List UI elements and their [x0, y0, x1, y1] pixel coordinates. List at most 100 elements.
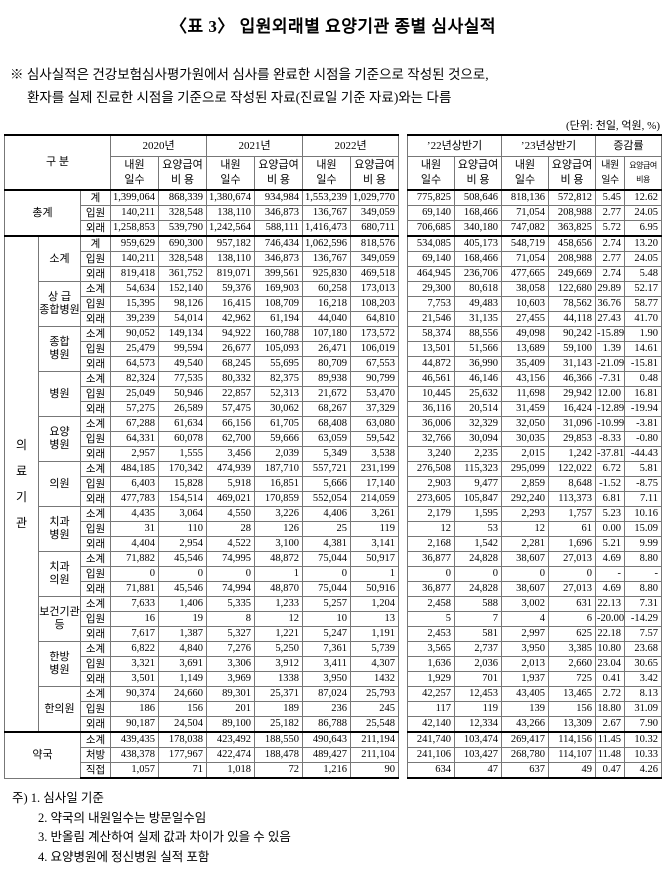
data-cell: 5.21 [595, 536, 625, 552]
data-cell: 1,595 [454, 506, 502, 522]
table-row: 입원 16 19 8 12 10 13 5 7 4 6 -20.00 -14.29 [5, 611, 662, 627]
data-cell: 1,406 [158, 596, 207, 612]
data-cell: 186 [110, 701, 159, 717]
data-cell: 54,014 [158, 311, 207, 327]
data-cell: 1,191 [350, 626, 399, 642]
data-cell: -8.33 [595, 431, 625, 447]
data-cell: 27,455 [501, 311, 549, 327]
data-cell: 1,555 [158, 446, 207, 462]
data-cell: 188,550 [254, 731, 303, 748]
data-cell: 1,416,473 [302, 220, 351, 237]
data-cell: 295,099 [501, 461, 549, 477]
data-cell: 103,474 [454, 731, 502, 748]
data-cell: 208,988 [548, 251, 596, 267]
table-row: 입원 0 0 0 1 0 1 0 0 0 0- - [5, 566, 662, 582]
footnote-line: 4. 요양병원에 정신병원 실적 포함 [38, 849, 210, 864]
column-gap [398, 762, 408, 778]
data-cell: 119 [454, 701, 502, 717]
data-cell: 90,374 [110, 686, 159, 702]
column-gap [398, 656, 408, 672]
data-cell: 5.48 [624, 266, 662, 282]
data-cell: 22.13 [595, 596, 625, 612]
data-cell: 241,740 [407, 731, 455, 748]
table-row: 외래 7,617 1,387 5,327 1,221 5,247 1,191 2,453 581… [5, 626, 662, 642]
data-cell: 57,275 [110, 401, 159, 417]
data-cell: 62,700 [206, 431, 255, 447]
data-cell: 1,204 [350, 596, 399, 612]
data-cell: 25,793 [350, 686, 399, 702]
data-cell: 31 [110, 521, 159, 537]
data-cell: 3,411 [302, 656, 351, 672]
row-group-label: 한의원 [38, 686, 81, 733]
data-cell: 67,553 [350, 356, 399, 372]
data-cell: 3,306 [206, 656, 255, 672]
data-cell: 115,323 [454, 461, 502, 477]
data-cell: 21,546 [407, 311, 455, 327]
data-cell: 24,828 [454, 581, 502, 597]
column-gap [398, 716, 408, 732]
data-cell: 29,942 [548, 386, 596, 402]
data-cell: 7,753 [407, 296, 455, 312]
data-cell: 86,788 [302, 716, 351, 733]
data-cell: 11,698 [501, 386, 549, 402]
data-cell: 80,709 [302, 356, 351, 372]
data-cell: 59,100 [548, 341, 596, 357]
data-cell: 113,373 [548, 491, 596, 507]
data-cell: 30,094 [454, 431, 502, 447]
data-cell: 484,185 [110, 461, 159, 477]
row-group-label: 의원 [38, 461, 81, 507]
data-cell: 2,458 [407, 596, 455, 612]
column-gap [398, 551, 408, 567]
data-cell: 154,514 [158, 491, 207, 507]
data-cell: 89,301 [206, 686, 255, 702]
data-cell: 5.45 [595, 189, 625, 206]
row-type-label: 소계 [80, 506, 111, 522]
data-cell: 15.09 [624, 521, 662, 537]
row-type-label: 외래 [80, 626, 111, 642]
header-visit-days-2: 내원 일수 [302, 156, 351, 191]
header-visit-days-3: 내원 일수 [407, 156, 455, 191]
data-cell: 477,783 [110, 491, 159, 507]
data-cell: 6 [548, 611, 596, 627]
row-type-label: 외래 [80, 311, 111, 327]
data-cell: 108,709 [254, 296, 303, 312]
column-gap [398, 701, 408, 717]
data-cell: 211,104 [350, 747, 399, 763]
data-cell: 75,044 [302, 551, 351, 567]
row-type-label: 입원 [80, 701, 111, 717]
data-cell: 7.57 [624, 626, 662, 642]
data-cell: 0 [206, 566, 255, 582]
data-cell: 60,258 [302, 281, 351, 297]
data-cell: 170,859 [254, 491, 303, 507]
table-row: 치과 의원 소계 71,882 45,546 74,995 48,872 75,044 50,… [5, 551, 662, 597]
data-cell: 634 [407, 762, 455, 779]
data-cell: 64,810 [350, 311, 399, 327]
table-row: 입원 25,049 50,946 22,857 52,313 21,672 53,470 10… [5, 386, 662, 402]
row-group-medical-institutions: 의 료 기 관 [4, 235, 39, 733]
data-cell: 46,146 [454, 371, 502, 387]
data-cell: 16,415 [206, 296, 255, 312]
data-cell: 41.70 [624, 311, 662, 327]
column-gap [398, 416, 408, 432]
review-table: 구 분 2020년 2021년 2022년 ’22년상반기 ’23년상반기 증감률 내원 일수… [4, 134, 662, 779]
table-row: 입원 31 110 28 126 25 119 12 53 12 61 0.00 15.09 [5, 521, 662, 537]
data-cell: 12 [407, 521, 455, 537]
data-cell: 10 [302, 611, 351, 627]
data-cell: 0 [501, 566, 549, 582]
data-cell: 1,380,674 [206, 189, 255, 206]
column-gap [398, 686, 408, 702]
data-cell: 16,424 [548, 401, 596, 417]
data-cell: 1338 [254, 671, 303, 687]
data-cell: 31.09 [624, 701, 662, 717]
header-year-0: 2020년 [110, 134, 207, 157]
data-cell: 8.13 [624, 686, 662, 702]
data-cell: 0.41 [595, 671, 625, 687]
footnote-line: 주) 1. 심사일 기준 [12, 791, 104, 805]
data-cell: 4.69 [595, 581, 625, 597]
row-type-label: 외래 [80, 446, 111, 462]
data-cell: 2,453 [407, 626, 455, 642]
data-cell: 399,561 [254, 266, 303, 282]
data-cell: 36,006 [407, 416, 455, 432]
data-cell: 106,019 [350, 341, 399, 357]
row-type-label: 입원 [80, 341, 111, 357]
